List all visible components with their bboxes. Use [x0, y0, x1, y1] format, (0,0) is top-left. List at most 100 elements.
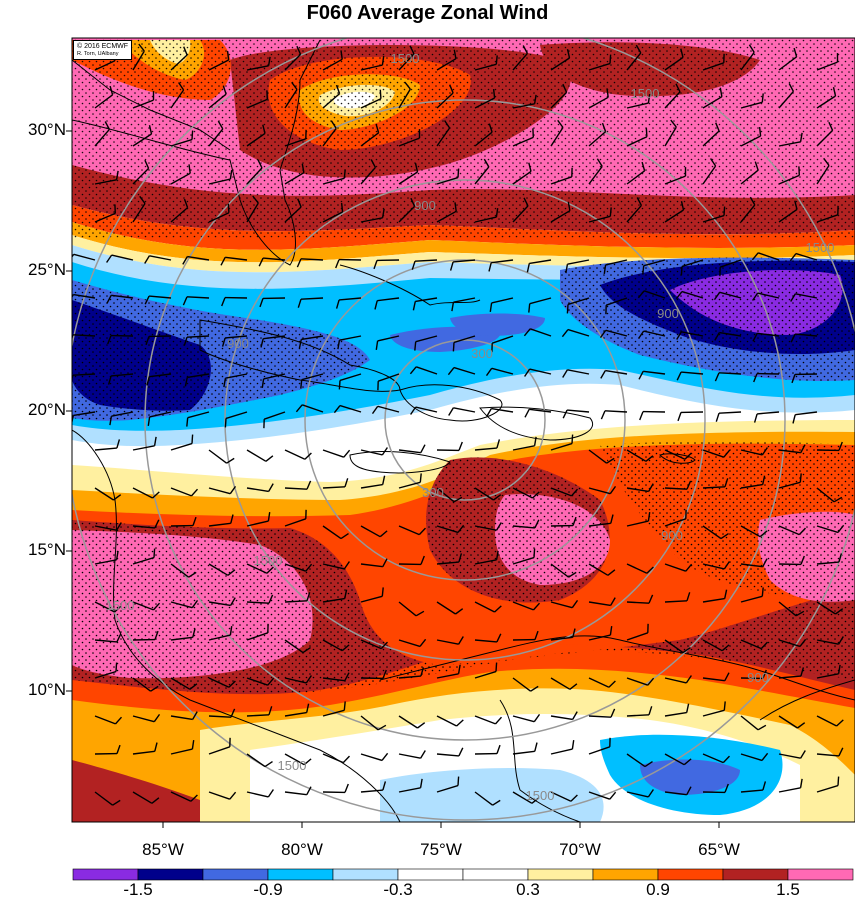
- wind-barb: [512, 445, 535, 451]
- range-circles: [72, 38, 855, 821]
- wind-barb-flag: [838, 553, 843, 563]
- wind-barb-flag: [457, 524, 465, 533]
- wind-barb-flag: [647, 93, 651, 104]
- wind-barb: [94, 212, 116, 223]
- wind-barb: [284, 206, 302, 223]
- wind-barb: [778, 90, 794, 109]
- wind-barb-flag: [220, 256, 226, 266]
- wind-barb-flag: [306, 786, 312, 796]
- wind-barb: [398, 88, 411, 109]
- wind-barb: [360, 753, 383, 762]
- wind-barb-flag: [226, 51, 230, 61]
- wind-barb-flag: [680, 266, 683, 276]
- wind-barb-flag: [268, 483, 274, 492]
- wind-barb-flag: [609, 207, 612, 217]
- contour-label: 300: [422, 485, 444, 500]
- wind-barb-flag: [797, 722, 806, 729]
- wind-barb-flag: [340, 203, 344, 213]
- wind-barb-flag: [333, 405, 341, 414]
- wind-barb: [436, 753, 459, 757]
- wind-barb-flag: [224, 418, 227, 428]
- plot-frame: [71, 37, 855, 823]
- wind-barb: [208, 178, 231, 185]
- wind-barb: [529, 368, 552, 375]
- wind-barb: [94, 60, 116, 71]
- wind-barb: [588, 96, 609, 109]
- wind-barb: [300, 258, 324, 261]
- axis-ticks: [66, 130, 720, 828]
- wind-barb: [94, 715, 116, 725]
- wind-barb: [702, 753, 724, 764]
- wind-barb: [474, 447, 497, 451]
- lon-label-65: 65°W: [698, 840, 740, 859]
- wind-barb: [94, 639, 117, 643]
- wind-barb: [284, 53, 302, 71]
- shaded-field: [72, 38, 855, 822]
- wind-barb-flag: [531, 797, 540, 804]
- wind-barb: [778, 787, 801, 793]
- wind-barb: [284, 172, 305, 185]
- wind-barb-flag: [266, 566, 274, 574]
- wind-barb-flag: [523, 328, 531, 337]
- wind-barb-flag: [609, 485, 617, 495]
- wind-barb-flag: [489, 302, 493, 313]
- wind-barb-flag: [600, 370, 606, 379]
- wind-barb-flag: [723, 701, 726, 711]
- wind-barb-flag: [382, 475, 386, 485]
- wind-barb: [795, 252, 818, 261]
- wind-barb: [208, 93, 227, 109]
- wind-barb: [512, 791, 533, 804]
- wind-barb-flag: [192, 516, 197, 526]
- wind-barb-flag: [107, 375, 112, 385]
- wind-barb: [208, 212, 230, 223]
- wind-barb-flag: [680, 48, 684, 58]
- wind-barb-flag: [412, 301, 416, 311]
- contour-label: 300: [471, 346, 493, 361]
- wind-barb: [550, 210, 571, 223]
- wind-barb-flag: [724, 589, 728, 599]
- colorbar-swatch: [72, 868, 139, 881]
- wind-barb-flag: [533, 94, 537, 104]
- wind-barb-flag: [420, 444, 426, 454]
- wind-barb-flag: [382, 781, 387, 791]
- wind-barb-flag: [230, 708, 236, 718]
- wind-barb: [664, 56, 684, 71]
- wind-barb-flag: [647, 511, 651, 522]
- wind-barb: [740, 135, 761, 147]
- wind-barb-flag: [153, 436, 157, 446]
- wind-barb: [225, 411, 248, 420]
- wind-barb: [816, 165, 830, 185]
- wind-barb-flag: [724, 672, 730, 682]
- wind-barb-flag: [719, 87, 723, 97]
- wind-barb-flag: [720, 533, 729, 540]
- wind-barb-flag: [722, 755, 731, 764]
- wind-barb: [740, 715, 759, 731]
- wind-barb-flag: [799, 778, 803, 788]
- wind-barb: [322, 211, 343, 223]
- wind-barb: [474, 166, 490, 185]
- wind-barb-flag: [229, 485, 237, 495]
- wind-barb: [643, 330, 666, 337]
- wind-barb: [512, 52, 528, 71]
- wind-barb: [816, 715, 837, 727]
- wind-barb-flag: [374, 300, 378, 310]
- wind-barb: [453, 297, 476, 303]
- wind-barb-flag: [415, 610, 425, 617]
- wind-barb: [491, 297, 514, 304]
- lat-label-15: 15°N: [28, 540, 66, 559]
- wind-barb: [415, 335, 438, 343]
- wind-barb: [588, 715, 612, 718]
- wind-barb: [149, 295, 172, 299]
- wind-barb: [664, 91, 681, 109]
- wind-barb-flag: [528, 162, 532, 172]
- wind-barb: [225, 256, 248, 261]
- wind-barb-flag: [148, 125, 153, 135]
- map-title: F060 Average Zonal Wind: [306, 2, 549, 24]
- wind-barb: [132, 203, 146, 223]
- wind-barb-flag: [221, 297, 226, 307]
- wind-barb: [643, 370, 666, 375]
- wind-barb-flag: [115, 550, 119, 560]
- wind-barb-flag: [379, 530, 388, 538]
- wind-barb: [132, 750, 155, 755]
- wind-barb: [474, 670, 497, 679]
